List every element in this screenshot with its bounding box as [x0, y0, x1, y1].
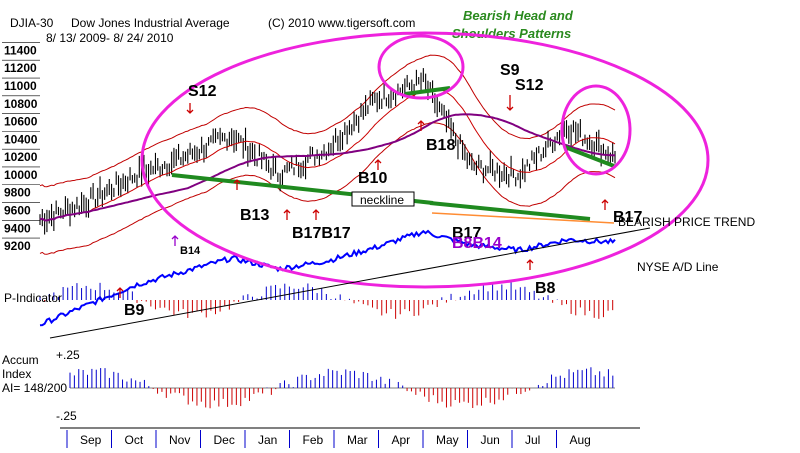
signal-label: B14	[180, 245, 201, 257]
signal-label: B8	[535, 280, 556, 297]
signal-label: B13	[240, 207, 269, 224]
y-tick-label: 11200	[4, 61, 37, 75]
bollinger-bands	[39, 54, 616, 255]
y-tick-label: 10800	[4, 97, 38, 111]
head-tick	[404, 86, 451, 96]
upper-band	[39, 54, 616, 188]
signal-label: S9	[500, 62, 520, 79]
signal-label: B8B14	[452, 235, 502, 252]
neckline-label-box	[351, 191, 415, 207]
price-bars	[39, 68, 616, 235]
month-label: Jan	[258, 433, 277, 447]
arrow-red	[601, 199, 609, 210]
y-tick-label: 9800	[4, 186, 31, 200]
y-tick-label: 11400	[4, 43, 37, 57]
right-shoulder-ellipse	[560, 84, 632, 176]
month-label: Aug	[570, 433, 591, 447]
ma-65	[39, 113, 616, 222]
arrow-red	[506, 95, 514, 111]
lower-band	[39, 122, 616, 255]
month-label: Mar	[347, 433, 368, 447]
header-copyright: (C) 2010 www.tigersoft.com	[268, 16, 415, 30]
accum-index-bars	[69, 367, 615, 409]
month-label: Sep	[80, 433, 102, 447]
p-indicator-bars	[39, 282, 614, 319]
header-dates: 8/ 13/ 2009- 8/ 24/ 2010	[46, 31, 174, 45]
moving-averages	[39, 88, 616, 222]
trend-label: BEARISH PRICE TREND	[618, 215, 755, 229]
accum-top-label: +.25	[56, 348, 80, 362]
signal-label: B17	[613, 209, 642, 226]
ad-line-path	[39, 229, 616, 327]
y-axis: 9200 9400 9600 9800 10000 10200 10400 10600 1080…	[2, 42, 40, 253]
month-label: Apr	[392, 433, 411, 447]
neckline-label: neckline	[360, 193, 404, 207]
arrow-purple	[171, 235, 179, 246]
title-line-1: Bearish Head and	[463, 8, 574, 23]
month-label: Dec	[214, 433, 235, 447]
y-tick-label: 9600	[4, 204, 31, 218]
y-tick-label: 10000	[4, 168, 38, 182]
month-label: Nov	[169, 433, 190, 447]
accum-label-1: Accum	[2, 353, 39, 367]
ma-21	[39, 88, 616, 222]
y-tick-label: 10400	[4, 132, 38, 146]
arrow-red	[233, 179, 241, 190]
accum-label-2: Index	[2, 367, 31, 381]
arrow-red	[116, 287, 124, 298]
adline-label: NYSE A/D Line	[637, 260, 719, 274]
signal-label: B17B17	[292, 225, 351, 242]
price-trendline	[431, 212, 615, 224]
y-tick-label: 9200	[4, 239, 31, 253]
ad-line	[39, 229, 616, 327]
signal-label: S12	[515, 77, 544, 94]
arrow-red	[526, 259, 534, 270]
y-tick-label: 9400	[4, 221, 31, 235]
y-tick-label: 11000	[4, 79, 37, 93]
y-tick-label: 10600	[4, 115, 38, 129]
x-axis-months: Sep Oct Nov Dec Jan Feb Mar Apr May Jun Jul Aug	[66, 430, 591, 448]
arrow-red	[374, 159, 382, 170]
month-label: Oct	[125, 433, 144, 447]
signal-label: B10	[358, 170, 387, 187]
long-trendline	[49, 227, 651, 339]
pattern-ellipse-big	[140, 31, 710, 289]
y-tick-label: 10200	[4, 150, 38, 164]
neckline-right	[429, 201, 591, 221]
signal-arrows	[116, 95, 609, 298]
accum-label-3: AI= 148/200	[2, 381, 67, 395]
title-line-2: Shoulders Patterns	[452, 26, 571, 41]
month-label: May	[436, 433, 459, 447]
head-ellipse	[377, 34, 465, 100]
signal-label: B9	[124, 302, 145, 319]
right-shoulder-tick	[564, 145, 615, 168]
header-ticker: DJIA-30	[10, 16, 54, 30]
signal-label: S12	[188, 83, 217, 100]
p-indicator-label: P-Indicator	[4, 291, 62, 305]
arrow-red	[417, 120, 425, 131]
signal-label: B18	[426, 137, 455, 154]
signal-label: B17	[452, 225, 481, 242]
arrow-red	[186, 103, 194, 114]
arrow-red	[312, 209, 320, 220]
arrow-red	[283, 209, 291, 220]
month-label: Jul	[525, 433, 540, 447]
month-label: Feb	[303, 433, 324, 447]
month-label: Jun	[481, 433, 500, 447]
header-name: Dow Jones Industrial Average	[71, 16, 230, 30]
accum-bottom-label: -.25	[56, 409, 77, 423]
